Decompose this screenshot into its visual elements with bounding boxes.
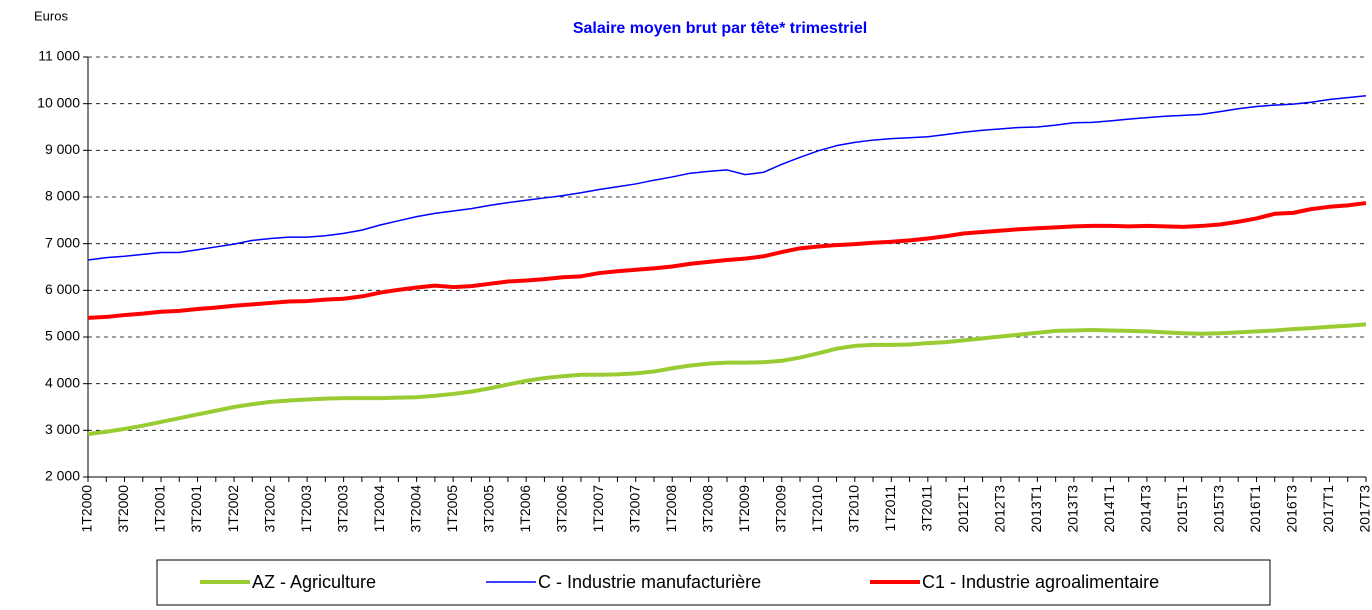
series-line <box>87 322 1367 437</box>
x-tick-label: 1T2011 <box>882 485 898 532</box>
x-tick-label: 3T2006 <box>553 485 569 533</box>
x-tick-label: 3T2010 <box>846 485 862 533</box>
y-tick-label: 7 000 <box>45 234 80 250</box>
x-tick-label: 3T2009 <box>772 485 788 533</box>
y-tick-label: 4 000 <box>45 374 80 390</box>
series-line <box>87 94 1367 261</box>
x-tick-label: 2014T1 <box>1101 485 1117 533</box>
x-tick-label: 2017T3 <box>1357 485 1372 533</box>
y-tick-label: 5 000 <box>45 328 80 344</box>
x-tick-label: 1T2007 <box>590 485 606 533</box>
legend-label: C1 - Industrie agroalimentaire <box>922 572 1159 592</box>
x-tick-label: 3T2007 <box>626 485 642 533</box>
x-tick-label: 1T2002 <box>225 485 241 533</box>
y-tick-label: 10 000 <box>37 94 80 110</box>
y-tick-label: 9 000 <box>45 141 80 157</box>
legend-label: C - Industrie manufacturière <box>538 572 761 592</box>
x-tick-label: 2013T3 <box>1065 485 1081 533</box>
x-tick-label: 3T2000 <box>115 485 131 533</box>
x-tick-label: 3T2003 <box>334 485 350 533</box>
x-tick-label: 1T2005 <box>444 485 460 533</box>
y-tick-label: 2 000 <box>45 468 80 484</box>
x-tick-label: 2012T1 <box>955 485 971 533</box>
x-tick-label: 3T2002 <box>261 485 277 533</box>
x-tick-label: 2015T3 <box>1211 485 1227 533</box>
x-tick-label: 2012T3 <box>992 485 1008 533</box>
x-tick-label: 3T2011 <box>919 485 935 532</box>
x-tick-label: 3T2005 <box>480 485 496 533</box>
y-axis-label: Euros <box>34 8 68 23</box>
x-tick-label: 3T2001 <box>188 485 204 533</box>
y-tick-label: 8 000 <box>45 188 80 204</box>
x-tick-label: 2015T1 <box>1174 485 1190 533</box>
x-tick-label: 2017T1 <box>1320 485 1336 533</box>
legend-label: AZ - Agriculture <box>252 572 376 592</box>
x-tick-label: 1T2008 <box>663 485 679 533</box>
x-tick-label: 1T2000 <box>79 485 95 533</box>
x-tick-label: 1T2009 <box>736 485 752 533</box>
y-tick-label: 3 000 <box>45 421 80 437</box>
x-tick-label: 1T2010 <box>809 485 825 533</box>
x-tick-label: 2014T3 <box>1138 485 1154 533</box>
x-tick-label: 2016T3 <box>1284 485 1300 533</box>
y-tick-label: 6 000 <box>45 281 80 297</box>
x-tick-label: 3T2004 <box>407 485 423 533</box>
x-tick-label: 3T2008 <box>699 485 715 533</box>
y-tick-label: 11 000 <box>38 48 80 64</box>
x-tick-label: 1T2001 <box>152 485 168 533</box>
chart-title: Salaire moyen brut par tête* trimestriel <box>573 20 867 37</box>
x-tick-label: 1T2006 <box>517 485 533 533</box>
legend-box <box>156 559 1271 606</box>
x-tick-label: 2016T1 <box>1247 485 1263 533</box>
x-tick-label: 1T2003 <box>298 485 314 533</box>
series-line <box>87 201 1367 320</box>
x-tick-label: 1T2004 <box>371 485 387 533</box>
x-tick-label: 2013T1 <box>1028 485 1044 533</box>
